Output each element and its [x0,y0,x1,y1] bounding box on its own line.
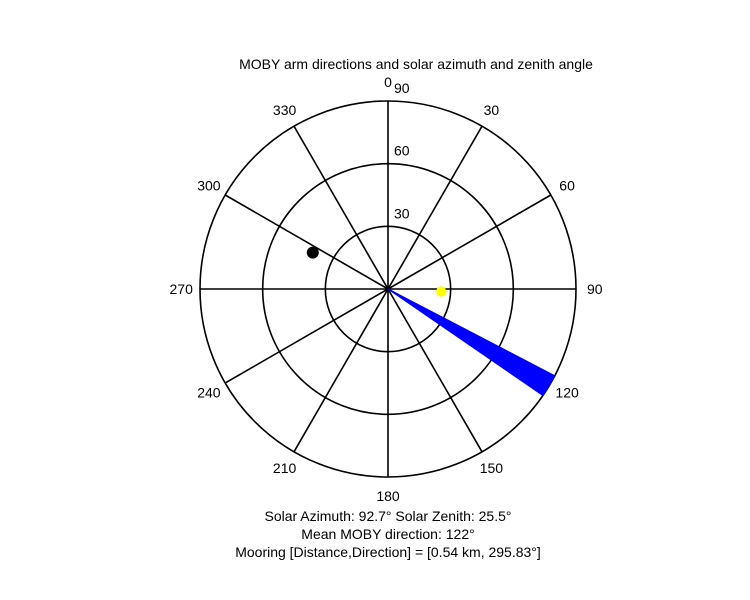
angle-label-120: 120 [555,384,579,400]
angle-tick-labels: 0 30 60 90 120 150 180 210 240 270 300 330 [170,74,603,504]
mooring-marker [306,246,319,259]
solar-caption: Solar Azimuth: 92.7° Solar Zenith: 25.5° [264,508,512,524]
angle-label-180: 180 [376,488,400,504]
spoke-30 [387,125,483,290]
spoke-300 [224,194,389,290]
angle-label-240: 240 [197,384,221,400]
angle-label-0: 0 [384,74,392,90]
arm-direction-line [387,288,544,396]
radial-label-60: 60 [394,143,410,159]
angle-label-30: 30 [484,102,500,118]
angle-label-90: 90 [587,281,603,297]
angle-label-270: 270 [170,281,194,297]
arm-direction-line [387,288,552,383]
angle-label-210: 210 [273,460,297,476]
radial-label-30: 30 [394,205,410,221]
spoke-210 [293,288,389,453]
spoke-330 [293,125,389,290]
chart-title: MOBY arm directions and solar azimuth an… [239,56,593,72]
mooring-caption: Mooring [Distance,Direction] = [0.54 km,… [235,544,541,560]
arm-direction-line [387,288,549,388]
arm-direction-line [387,288,547,391]
spoke-60 [387,194,552,290]
angle-label-330: 330 [273,102,297,118]
angle-label-60: 60 [559,178,575,194]
moby-direction-caption: Mean MOBY direction: 122° [301,526,475,542]
sun-marker-ray [436,286,446,297]
arm-direction-fan [387,288,556,397]
radial-label-90: 90 [394,80,410,96]
angle-label-150: 150 [480,460,504,476]
arm-direction-line [387,288,551,385]
spoke-150 [387,288,483,453]
radial-tick-labels: 30 60 90 [394,80,410,221]
angle-label-300: 300 [197,178,221,194]
spoke-240 [224,288,389,384]
arm-direction-line [387,288,555,377]
arm-direction-line [387,288,546,394]
arm-direction-line [387,288,554,380]
markers [306,246,448,298]
